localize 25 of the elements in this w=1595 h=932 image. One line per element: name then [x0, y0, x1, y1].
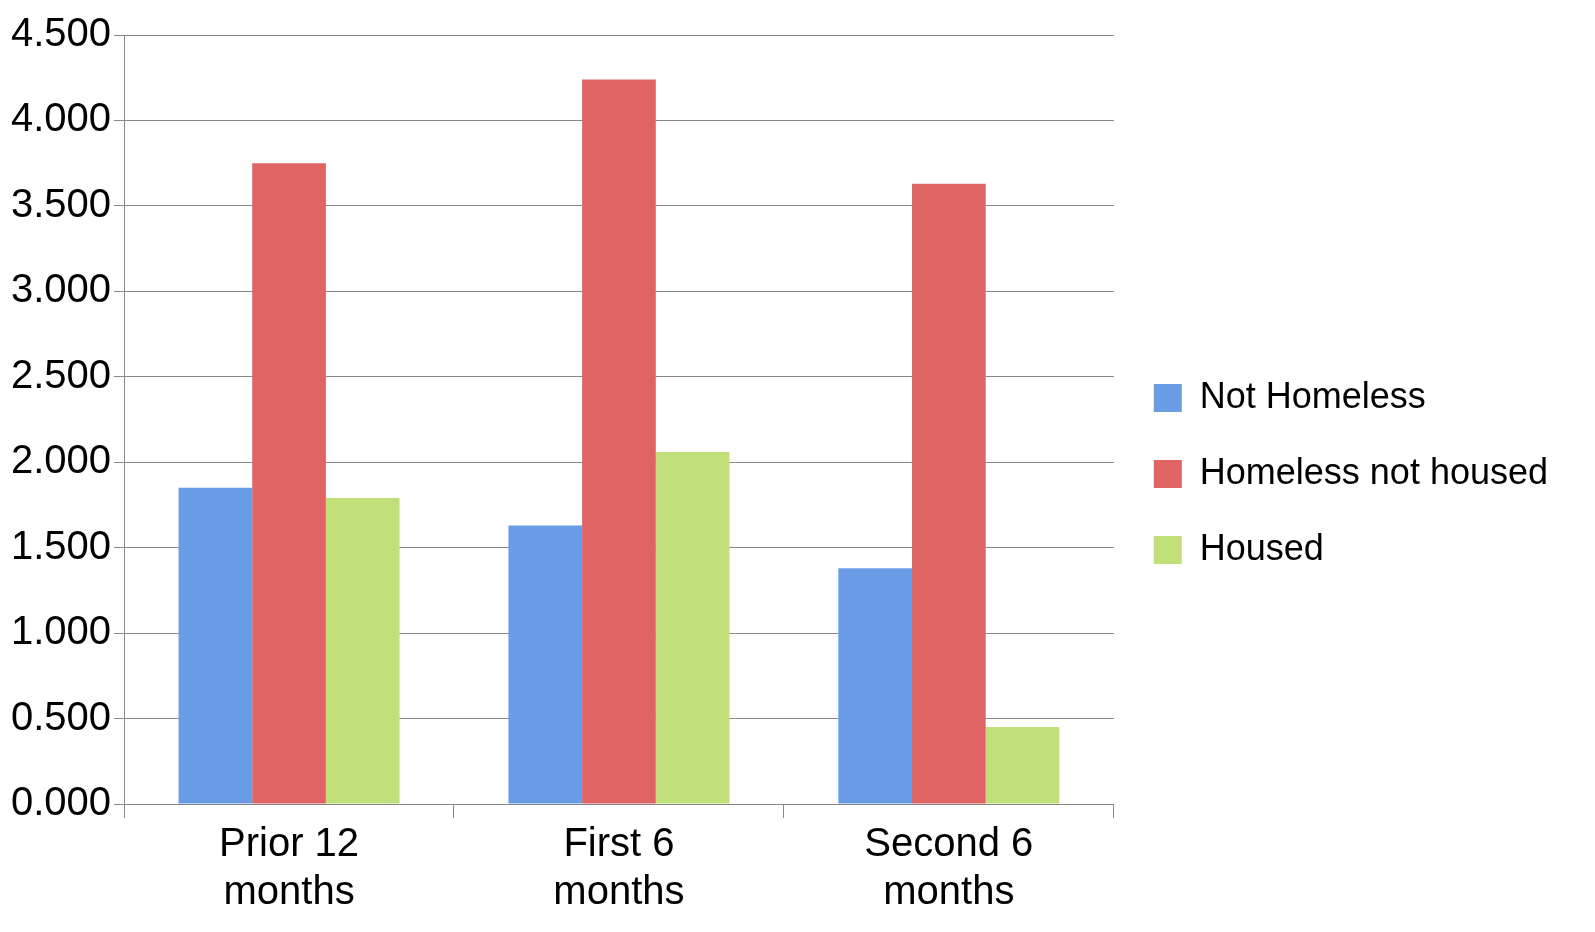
bar [985, 727, 1060, 804]
legend-label: Homeless not housed [1199, 450, 1549, 492]
y-tick-label: 4.500 [10, 10, 112, 55]
bar [912, 183, 986, 804]
legend-label: Not Homeless [1199, 374, 1426, 416]
y-tick-label: 2.500 [10, 351, 112, 396]
y-tick-label: 0.500 [10, 693, 112, 738]
x-tick-label: Second 6 months [864, 820, 1034, 913]
bar [508, 525, 583, 804]
y-tick-label: 4.000 [10, 95, 112, 140]
y-tick-label: 2.000 [10, 437, 112, 482]
bar [325, 498, 400, 804]
legend-label: Housed [1199, 526, 1324, 568]
bar [252, 163, 326, 804]
y-tick-label: 3.000 [10, 266, 112, 311]
x-tick-label: Prior 12 months [219, 820, 360, 913]
y-tick-label: 1.500 [10, 522, 112, 567]
x-tick-label: First 6 months [553, 820, 685, 913]
bar [582, 79, 656, 804]
y-tick-label: 1.000 [10, 608, 112, 653]
bar [838, 568, 913, 804]
bar [178, 487, 253, 804]
y-tick-label: 0.000 [10, 779, 112, 824]
y-tick-label: 3.500 [10, 180, 112, 225]
bar [655, 451, 730, 804]
